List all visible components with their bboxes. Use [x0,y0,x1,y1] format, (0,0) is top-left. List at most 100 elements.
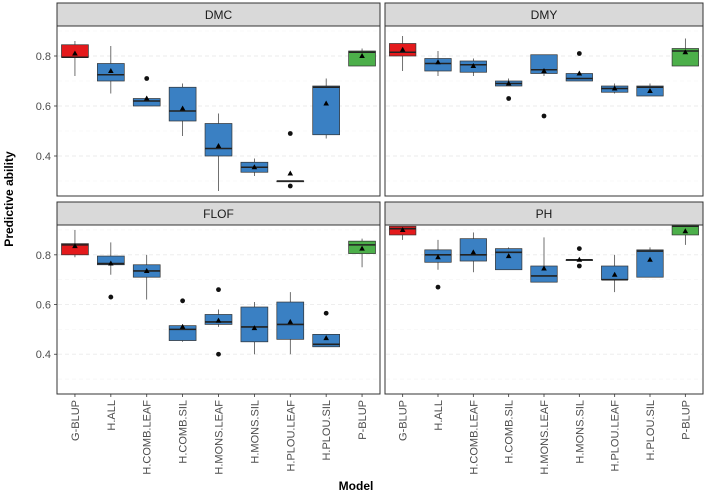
outlier-point [435,284,441,290]
box-body [495,248,523,271]
mean-marker [470,249,477,255]
mean-marker [359,245,365,251]
outlier-point [216,351,221,357]
x-tick-label: H.MONS.LEAF [214,400,226,475]
box-h-plou-leaf [276,131,305,189]
facet-strip-title: DMY [531,8,558,22]
x-axis-title: Model [339,479,374,493]
x-tick-label: H.PLOU.LEAF [610,400,622,472]
x-tick-label: H.COMB.SIL [504,400,516,464]
mean-marker [505,253,512,259]
box-h-comb-leaf [132,76,161,107]
y-tick-label: 0.4 [36,151,51,163]
outlier-point [180,298,186,304]
box-h-plou-sil [312,310,340,348]
mean-marker [435,254,441,260]
box-h-comb-leaf [132,254,161,300]
x-tick-label: H.COMB.LEAF [142,400,154,475]
x-tick-label: H.PLOU.SIL [645,400,657,461]
outlier-point [287,183,293,189]
outlier-point [144,76,150,81]
mean-marker [143,95,150,101]
mean-marker [470,63,477,68]
box-body [240,306,269,343]
box-h-mons-sil [565,51,593,82]
box-h-plou-sil [636,247,664,278]
box-h-mons-sil [240,158,269,176]
mean-marker [505,80,512,86]
box-body [671,48,699,67]
facet-panel [384,25,704,197]
box-h-all [97,46,125,94]
mean-marker [108,68,114,73]
box-h-mons-sil [565,246,593,269]
mean-marker [399,46,406,52]
x-tick-label: H.ALL [433,400,445,431]
box-body [348,50,376,67]
facet-ph: PH [384,201,704,395]
x-tick-label: H.COMB.SIL [178,400,190,464]
y-tick-label: 0.4 [36,349,51,361]
x-tick-label: H.ALL [106,400,118,431]
facets-layer: DMC DMY FLOF PH [56,2,704,395]
mean-marker [435,59,441,65]
y-axis-title: Predictive ability [2,151,16,247]
outlier-point [108,294,114,300]
box-h-plou-leaf [601,83,629,94]
x-tick-label: H.MONS.SIL [249,400,261,464]
box-h-comb-sil [168,298,197,342]
box-h-mons-sil [240,302,269,355]
box-p-blup [348,48,376,67]
facet-dmy: DMY [384,2,704,197]
facet-flof: FLOF [56,201,381,395]
box-h-comb-leaf [459,232,487,273]
outlier-point [323,310,329,316]
y-tick-label: 0.6 [36,300,51,312]
box-body [312,85,340,136]
mean-marker [576,256,583,262]
box-h-comb-sil [168,83,197,136]
x-tick-label: P-BLUP [680,400,692,440]
box-h-all [97,242,125,300]
mean-marker [179,323,186,329]
box-h-comb-leaf [459,58,487,76]
mean-marker [682,49,689,55]
mean-marker [143,267,150,273]
box-g-blup [61,41,89,76]
box-g-blup [389,225,417,240]
box-body [636,249,664,278]
x-tick-label: H.MONS.SIL [574,400,586,464]
mean-marker [541,68,547,73]
box-h-plou-sil [312,78,340,139]
box-h-mons-leaf [530,54,558,119]
y-tick-label: 0.8 [36,250,51,262]
box-g-blup [61,229,89,258]
mean-marker [72,50,78,56]
x-tick-label: H.MONS.LEAF [539,400,551,475]
mean-marker [647,256,653,262]
box-h-comb-sil [495,247,523,271]
mean-marker [576,70,583,76]
facet-strip-title: DMC [205,8,233,22]
facet-strip-title: PH [536,207,553,221]
mean-marker [647,88,653,93]
y-tick-label: 0.6 [36,101,51,113]
outlier-point [216,287,221,293]
mean-marker [323,100,329,106]
axes-layer: 0.4 0.6 0.8 0.4 0.6 0.8 G-BLUP H.ALL H.COMB.LEAF… [36,51,693,475]
mean-marker [287,170,294,176]
mean-marker [287,318,294,324]
facet-dmc: DMC [56,2,381,197]
box-p-blup [348,238,376,268]
outlier-point [287,131,293,136]
box-h-mons-leaf [204,287,233,357]
box-h-all [424,239,452,290]
x-tick-label: G-BLUP [70,400,82,441]
mean-marker [323,335,329,341]
mean-marker [541,265,547,271]
box-h-mons-leaf [530,237,558,283]
x-tick-label: H.COMB.LEAF [468,400,480,475]
box-p-blup [671,38,699,67]
x-tick-label: H.PLOU.LEAF [285,400,297,472]
